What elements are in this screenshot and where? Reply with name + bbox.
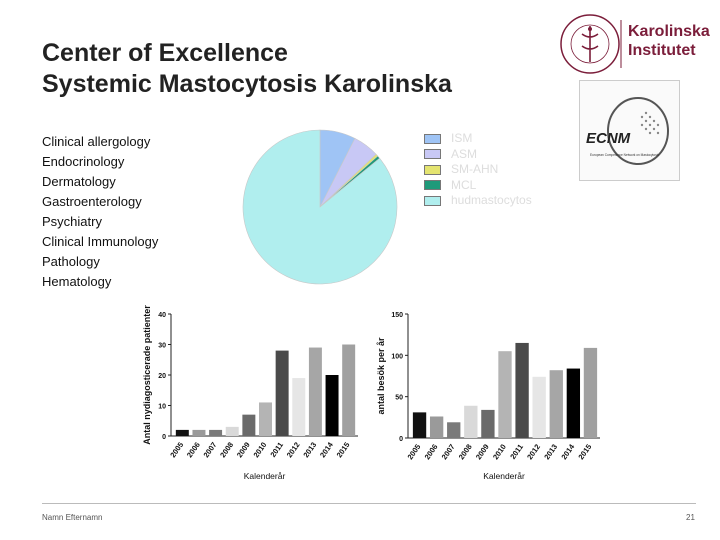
legend-entry: ASM: [424, 147, 532, 163]
visits-x-tick-label: 2006: [423, 442, 440, 461]
patients-y-tick-label: 20: [158, 373, 166, 380]
legend-entry: SM-AHN: [424, 162, 532, 178]
page-number: 21: [686, 513, 695, 522]
visits-y-axis-label: antal besök per år: [376, 337, 386, 415]
patients-bar-2005: [175, 429, 189, 436]
visits-bar-2010: [498, 351, 512, 438]
patients-x-tick-label: 2009: [235, 440, 252, 459]
patients-bar-2014: [325, 375, 339, 436]
visits-bar-2012: [532, 376, 546, 438]
patients-y-tick-label: 0: [162, 434, 166, 441]
patients-x-tick-label: 2015: [335, 440, 352, 459]
visits-bar-2006: [429, 416, 444, 438]
patients-x-tick-label: 2006: [185, 440, 202, 459]
legend-label: SM-AHN: [451, 162, 499, 176]
patients-x-axis-label: Kalenderår: [244, 471, 286, 481]
legend-entry: hudmastocytos: [424, 193, 532, 209]
visits-bar-2008: [464, 405, 478, 438]
patients-y-axis-label: Antal nydiagosticerade patienter: [142, 305, 152, 445]
title-line-1: Center of Excellence: [42, 39, 288, 67]
visits-x-tick-label: 2015: [576, 442, 593, 461]
patients-x-tick-label: 2012: [285, 440, 302, 459]
patients-bar-2015: [342, 344, 356, 436]
visits-x-tick-label: 2009: [474, 442, 491, 461]
visits-x-tick-label: 2005: [406, 442, 423, 461]
specialties-list: Clinical allergology Endocrinology Derma…: [42, 132, 158, 292]
legend-swatch: [424, 164, 441, 175]
visits-x-tick-label: 2013: [542, 442, 559, 461]
specialty-item: Psychiatry: [42, 214, 102, 229]
specialty-item: Pathology: [42, 254, 100, 269]
pie-slice-hudmastocytos: [242, 129, 398, 285]
slide-title: Center of Excellence Systemic Mastocytos…: [42, 38, 452, 100]
legend-label: ASM: [451, 146, 478, 161]
legend-entry: ISM: [424, 131, 532, 147]
patients-x-tick-label: 2010: [251, 440, 268, 459]
visits-bar-2005: [412, 412, 427, 438]
visits-y-tick-label: 150: [391, 312, 403, 319]
patients-bar-2006: [192, 429, 206, 436]
specialty-item: Hematology: [42, 274, 112, 289]
legend-entry: MCL: [424, 178, 532, 194]
patients-bar-2007: [209, 429, 223, 436]
legend-swatch: [424, 180, 441, 191]
patients-x-tick-label: 2014: [318, 440, 335, 460]
karolinska-seal-icon: [560, 14, 622, 74]
patients-y-tick-label: 40: [158, 312, 166, 319]
patients-y-tick-label: 30: [158, 343, 166, 350]
ecnm-logo: ECNM European Competence Network on Mast…: [579, 80, 680, 181]
legend-label: MCL: [451, 177, 477, 192]
title-line-2: Systemic Mastocytosis Karolinska: [42, 70, 452, 98]
legend-swatch: [424, 149, 441, 160]
pie-legend: ISM ASM SM-AHN MCL hudmastocytos: [424, 131, 532, 209]
patients-bar-2010: [259, 402, 272, 436]
visits-y-tick-label: 100: [391, 353, 403, 360]
visits-bar-2011: [515, 342, 529, 438]
visits-x-tick-label: 2014: [559, 442, 576, 462]
patients-x-tick-label: 2013: [301, 440, 318, 459]
visits-bar-2013: [549, 370, 563, 438]
patients-bar-2009: [242, 414, 256, 436]
patients-x-tick-label: 2008: [218, 440, 235, 459]
visits-y-tick-label: 50: [395, 395, 403, 402]
patients-bar-2011: [275, 350, 289, 436]
karolinska-wordmark: Karolinska Institutet: [628, 23, 710, 59]
legend-label: ISM: [451, 131, 473, 145]
svg-text:European Competence Network on: European Competence Network on Mastocyto…: [590, 153, 660, 157]
visits-x-tick-label: 2012: [525, 442, 542, 461]
specialty-item: Gastroenterology: [42, 194, 142, 209]
footer-divider: [42, 503, 696, 504]
svg-text:ECNM: ECNM: [586, 130, 631, 147]
specialty-item: Endocrinology: [42, 154, 125, 169]
specialty-item: Clinical allergology: [42, 134, 151, 149]
patients-bar-2012: [292, 378, 306, 436]
specialty-item: Dermatology: [42, 174, 116, 189]
diagnosis-pie-chart: [242, 129, 398, 285]
legend-swatch: [424, 195, 441, 206]
legend-swatch: [424, 133, 441, 144]
visits-x-tick-label: 2011: [508, 442, 525, 460]
visits-x-tick-label: 2008: [457, 442, 474, 461]
patients-x-tick-label: 2011: [268, 440, 285, 458]
visits-x-axis-label: Kalenderår: [483, 471, 525, 481]
visits-x-tick-label: 2010: [491, 442, 508, 461]
visits-x-tick-label: 2007: [440, 442, 457, 461]
visits-bar-2015: [583, 347, 598, 438]
patients-y-tick-label: 10: [158, 404, 166, 411]
patients-x-tick-label: 2007: [202, 440, 219, 459]
patients-x-tick-label: 2005: [168, 440, 185, 459]
patients-bar-2013: [308, 347, 322, 436]
legend-label: hudmastocytos: [451, 193, 532, 207]
visits-bar-2014: [566, 368, 581, 438]
specialty-item: Clinical Immunology: [42, 234, 159, 249]
visits-bar-2007: [447, 422, 461, 438]
visits-bar-2009: [481, 409, 495, 438]
footer-author: Namn Efternamn: [42, 513, 103, 522]
visits-y-tick-label: 0: [399, 436, 403, 443]
patients-bar-2008: [225, 426, 239, 436]
